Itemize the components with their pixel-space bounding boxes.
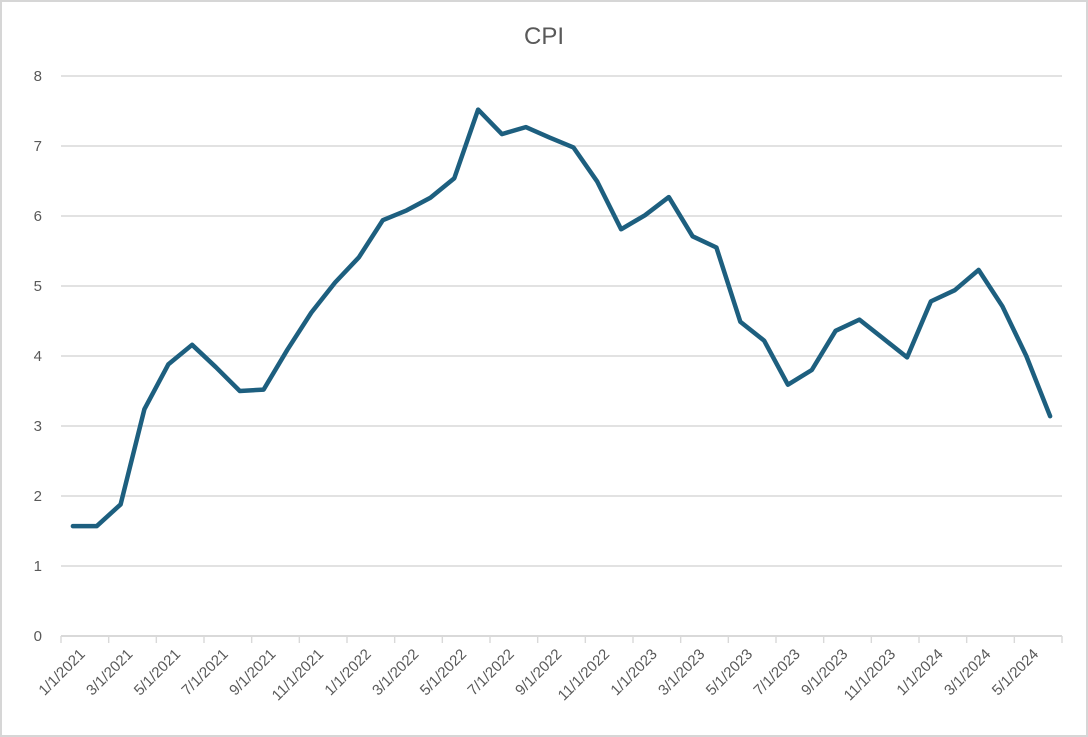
y-axis-tick-label: 6 xyxy=(34,208,42,225)
x-axis-tick-label: 1/1/2024 xyxy=(893,646,946,699)
x-axis-tick-label: 3/1/2022 xyxy=(369,646,422,699)
x-axis-tick-label: 1/1/2021 xyxy=(35,646,88,699)
x-axis-tick-label: 11/1/2021 xyxy=(269,646,327,704)
y-axis-tick-label: 4 xyxy=(34,348,42,365)
y-axis-tick-label: 0 xyxy=(34,628,42,645)
x-axis-tick-label: 11/1/2023 xyxy=(841,646,899,704)
x-axis-tick-label: 5/1/2022 xyxy=(417,646,470,699)
y-axis-tick-label: 1 xyxy=(34,558,42,575)
y-axis-tick-label: 3 xyxy=(34,418,42,435)
axis-labels: 0123456781/1/20213/1/20215/1/20217/1/202… xyxy=(34,68,1042,704)
data-series xyxy=(70,107,1053,529)
cpi-series-line xyxy=(70,107,1053,529)
y-axis-tick-label: 7 xyxy=(34,138,42,155)
x-axis-tick-label: 1/1/2023 xyxy=(607,646,660,699)
y-axis-tick-label: 2 xyxy=(34,488,42,505)
x-axis-tick-label: 5/1/2021 xyxy=(131,646,184,699)
y-axis-tick-label: 5 xyxy=(34,278,42,295)
x-axis-tick-label: 5/1/2023 xyxy=(703,646,756,699)
x-axis-tick-label: 11/1/2022 xyxy=(555,646,613,704)
gridlines xyxy=(61,75,1062,567)
x-axis-tick-label: 5/1/2024 xyxy=(989,646,1042,699)
chart-title: CPI xyxy=(524,23,564,50)
x-axis-tick-label: 7/1/2022 xyxy=(464,646,517,699)
x-axis-tick-label: 7/1/2021 xyxy=(178,646,231,699)
x-axis-tick-label: 3/1/2021 xyxy=(83,646,136,699)
axes xyxy=(60,635,1063,643)
x-axis-tick-label: 3/1/2024 xyxy=(941,646,994,699)
x-axis-tick-label: 3/1/2023 xyxy=(655,646,708,699)
x-axis-tick-label: 1/1/2022 xyxy=(321,646,374,699)
y-axis-tick-label: 8 xyxy=(34,68,42,85)
x-axis-tick-label: 7/1/2023 xyxy=(750,646,803,699)
